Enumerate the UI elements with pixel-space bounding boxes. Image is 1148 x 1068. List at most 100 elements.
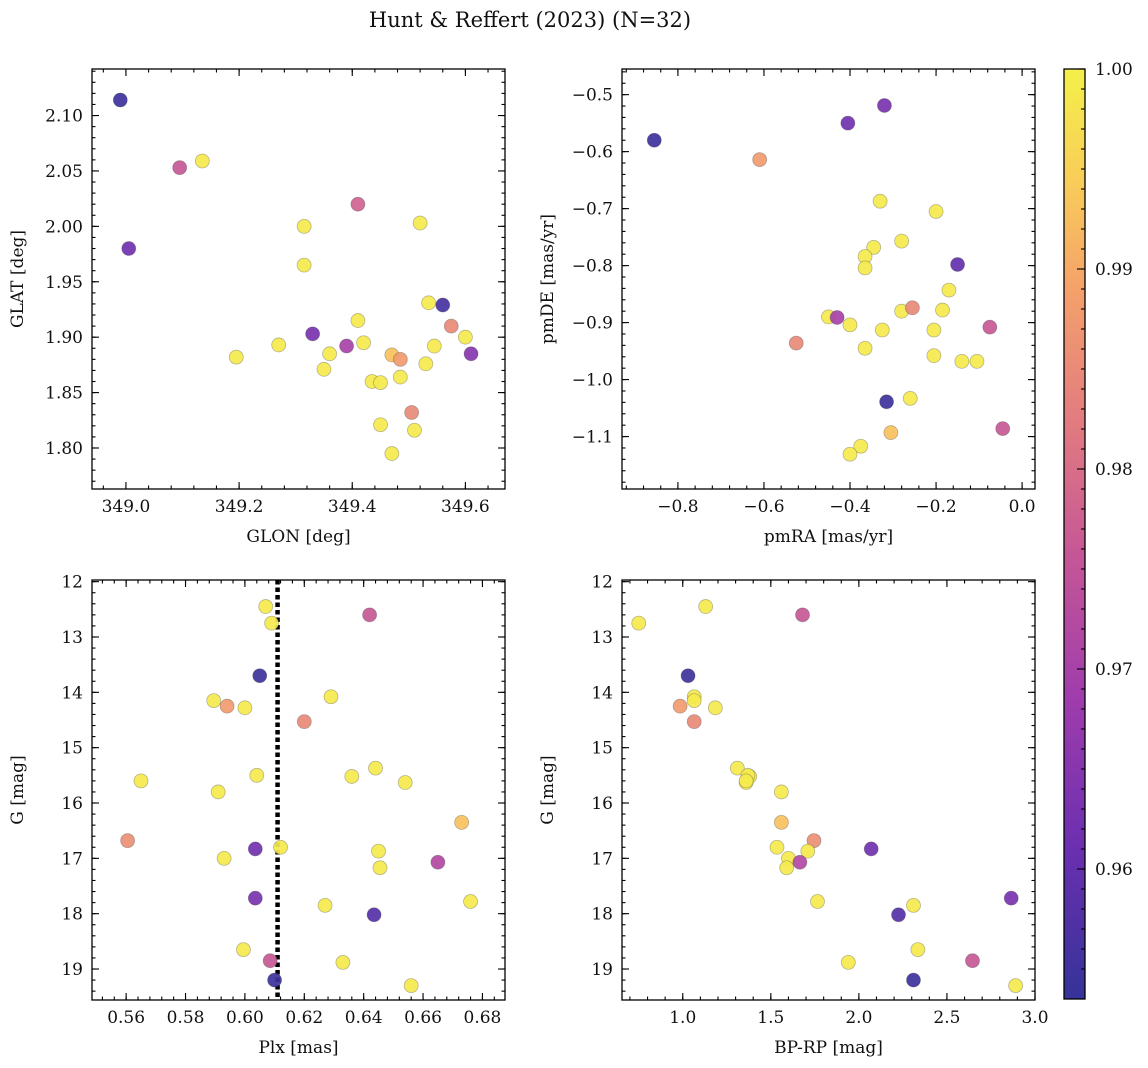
data-point (769, 839, 785, 855)
y-tick-label: 17 (61, 849, 83, 869)
data-point (407, 422, 422, 438)
data-point (950, 257, 965, 272)
data-point (842, 446, 858, 462)
axes-frame (91, 68, 506, 490)
data-point (228, 349, 244, 365)
y-tick-label: 12 (591, 573, 613, 593)
data-point (296, 218, 312, 234)
data-point (729, 760, 745, 776)
data-point (1008, 978, 1024, 994)
data-point (795, 607, 810, 623)
y-tick-label: 15 (61, 739, 83, 759)
data-point (995, 421, 1011, 436)
colorbar-gradient (1064, 69, 1085, 999)
data-point (271, 337, 287, 353)
data-point (219, 698, 235, 714)
y-tick-label: 1.95 (45, 273, 83, 293)
data-point (273, 839, 288, 855)
colorbar-tick-label: 0.96 (1095, 860, 1133, 880)
data-point (463, 346, 479, 362)
data-point (252, 668, 268, 684)
panel-plx-g: 0.56 0.58 0.60 0.62 0.64 0.66 0.68 12 13 14 15 16 17… (8, 573, 506, 1058)
data-point (457, 329, 473, 345)
data-point (435, 297, 451, 313)
x-tick-label: 0.62 (285, 1008, 323, 1028)
data-point (258, 599, 274, 614)
x-tick-label: 2.0 (845, 1008, 872, 1028)
y-tick-label: −0.7 (572, 200, 613, 220)
x-tick-label: 0.58 (167, 1008, 205, 1028)
data-point (792, 854, 808, 870)
x-tick-label: 349.0 (102, 497, 151, 517)
x-axis-label: GLON [deg] (246, 527, 350, 547)
data-point (857, 340, 873, 356)
panel-pmra-pmde: −0.8 −0.6 −0.4 −0.2 0.0 −1.1 −1.0 −0.9 −0.8 −0.7 −… (538, 68, 1036, 547)
data-point (928, 204, 944, 219)
data-point (680, 668, 696, 684)
data-point (206, 693, 222, 709)
data-point (384, 446, 400, 461)
data-point (296, 257, 312, 273)
x-tick-label: 349.2 (215, 497, 264, 517)
y-tick-label: 1.80 (45, 439, 83, 459)
data-point (872, 193, 888, 209)
data-point (120, 833, 136, 849)
data-point (863, 841, 879, 857)
x-tick-label: −0.4 (829, 497, 870, 517)
data-point (322, 346, 338, 362)
data-point (707, 700, 723, 716)
data-point (350, 313, 366, 328)
data-point (194, 153, 210, 169)
x-tick-label: 2.5 (933, 1008, 960, 1028)
y-tick-label: −0.5 (572, 86, 613, 106)
data-point (412, 215, 428, 231)
data-point (392, 351, 408, 367)
data-point (121, 241, 137, 256)
colorbar-tick-label: 0.98 (1095, 460, 1133, 480)
data-point (216, 850, 232, 866)
data-point (392, 369, 408, 385)
panel-glon-glat: 349.0 349.2 349.4 349.6 1.80 1.85 1.90 1.95 2.00… (8, 68, 506, 547)
y-tick-label: 13 (591, 628, 613, 648)
y-tick-label: −0.9 (572, 314, 613, 334)
data-point (316, 361, 332, 377)
data-point (305, 326, 321, 342)
data-point (247, 841, 263, 857)
x-tick-label: −0.6 (743, 497, 784, 517)
y-tick-label: 17 (591, 849, 613, 869)
data-point (879, 394, 894, 410)
data-point (954, 353, 970, 369)
colorbar-tick-label: 0.99 (1095, 260, 1133, 280)
data-point (902, 390, 918, 406)
panel-bprp-g: 1.0 1.5 2.0 2.5 3.0 12 13 14 15 16 17 18 19 BP-RP [ma… (538, 573, 1049, 1058)
data-point (698, 599, 714, 614)
axes-frame (621, 579, 1036, 1001)
data-point (840, 954, 856, 970)
y-tick-label: 1.85 (45, 384, 83, 404)
y-tick-label: 19 (591, 960, 613, 980)
data-point (806, 833, 822, 849)
data-point (779, 860, 795, 876)
data-point (788, 335, 804, 351)
data-point (426, 338, 442, 354)
y-tick-label: 19 (61, 960, 83, 980)
data-point (906, 897, 921, 913)
data-point (404, 405, 420, 420)
data-point (418, 356, 434, 372)
data-point (362, 607, 378, 623)
data-point (891, 907, 906, 923)
data-point (631, 615, 647, 631)
data-point (686, 693, 702, 709)
colorbar: 0.96 0.97 0.98 0.99 1.00 (1063, 60, 1133, 1000)
data-point (371, 843, 386, 859)
y-tick-label: −0.6 (572, 143, 613, 163)
data-point (894, 233, 910, 249)
data-point (810, 894, 825, 909)
data-point (646, 132, 662, 148)
data-point (344, 769, 360, 784)
y-tick-label: 2.00 (45, 217, 83, 237)
data-point (982, 319, 998, 335)
data-point (237, 700, 253, 716)
data-point (829, 310, 845, 325)
data-point (874, 322, 890, 338)
